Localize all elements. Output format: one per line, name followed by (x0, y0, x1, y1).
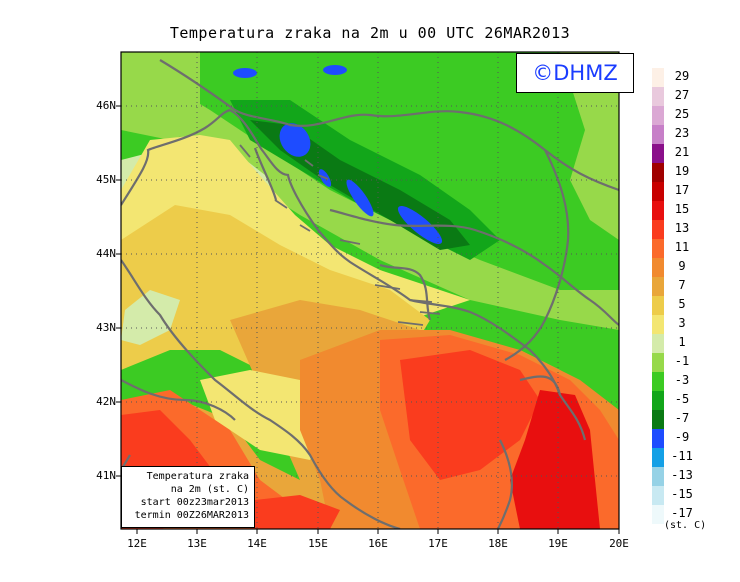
info-line-3: start 00z23mar2013 (140, 497, 249, 508)
legend-label: -13 (671, 468, 693, 482)
lat-label-43n: 43N (96, 321, 116, 334)
legend-label: -11 (671, 449, 693, 463)
legend-label: -3 (674, 373, 690, 387)
legend-label: 23 (674, 126, 690, 140)
info-line-4: termin 00Z26MAR2013 (134, 510, 249, 521)
legend-swatch (652, 296, 664, 315)
grid-lines (121, 52, 619, 529)
legend-swatch (652, 163, 664, 182)
legend-label: 25 (674, 107, 690, 121)
info-line-2: na 2m (st. C) (170, 484, 249, 495)
legend-swatch (652, 505, 664, 524)
temperature-field (121, 52, 619, 529)
legend-swatch (652, 144, 664, 163)
legend-label: -15 (671, 487, 693, 501)
lon-label-15e: 15E (308, 537, 328, 550)
lon-label-14e: 14E (247, 537, 267, 550)
legend-units: (st. C) (664, 520, 707, 531)
legend-swatch (652, 258, 664, 277)
legend-label: 21 (674, 145, 690, 159)
info-box: Temperatura zraka na 2m (st. C) start 00… (121, 466, 255, 528)
lon-label-13e: 13E (187, 537, 207, 550)
lon-label-16e: 16E (368, 537, 388, 550)
legend-label: 3 (678, 316, 686, 330)
lat-label-41n: 41N (96, 469, 116, 482)
legend-label: 29 (674, 69, 690, 83)
legend-swatch (652, 220, 664, 239)
lon-label-20e: 20E (609, 537, 629, 550)
legend-colorbar (652, 68, 664, 524)
lon-label-12e: 12E (127, 537, 147, 550)
legend-label: 15 (674, 202, 690, 216)
legend-swatch (652, 486, 664, 505)
legend-label: -5 (674, 392, 690, 406)
legend-swatch (652, 125, 664, 144)
legend-label: -9 (674, 430, 690, 444)
legend-label: -7 (674, 411, 690, 425)
legend-label: -17 (671, 506, 693, 520)
map-frame (120, 51, 620, 530)
legend-label: 19 (674, 164, 690, 178)
legend-swatch (652, 201, 664, 220)
legend-swatch (652, 315, 664, 334)
legend-label: 13 (674, 221, 690, 235)
map-title: Temperatura zraka na 2m u 00 UTC 26MAR20… (169, 24, 571, 42)
legend-swatch (652, 391, 664, 410)
lat-label-45n: 45N (96, 173, 116, 186)
lat-label-46n: 46N (96, 99, 116, 112)
legend-swatch (652, 277, 664, 296)
legend-label: 11 (674, 240, 690, 254)
legend-swatch (652, 353, 664, 372)
legend-swatch (652, 448, 664, 467)
lon-label-17e: 17E (428, 537, 448, 550)
legend-label: 27 (674, 88, 690, 102)
legend-label: 9 (678, 259, 686, 273)
legend-label: 7 (678, 278, 686, 292)
legend-swatch (652, 68, 664, 87)
legend-swatch (652, 372, 664, 391)
dhmz-logo: ©DHMZ (516, 53, 634, 93)
legend-swatch (652, 87, 664, 106)
lat-label-44n: 44N (96, 247, 116, 260)
lat-label-42n: 42N (96, 395, 116, 408)
legend-swatch (652, 182, 664, 201)
legend-label: -1 (674, 354, 690, 368)
legend-swatch (652, 467, 664, 486)
legend-swatch (652, 106, 664, 125)
legend-label: 5 (678, 297, 686, 311)
lon-label-19e: 19E (548, 537, 568, 550)
legend-swatch (652, 239, 664, 258)
legend-label: 1 (678, 335, 686, 349)
axis-ticks (116, 105, 620, 534)
info-line-1: Temperatura zraka (146, 471, 249, 482)
legend-label: 17 (674, 183, 690, 197)
legend-swatch (652, 429, 664, 448)
legend-swatch (652, 334, 664, 353)
lon-label-18e: 18E (488, 537, 508, 550)
legend-swatch (652, 410, 664, 429)
